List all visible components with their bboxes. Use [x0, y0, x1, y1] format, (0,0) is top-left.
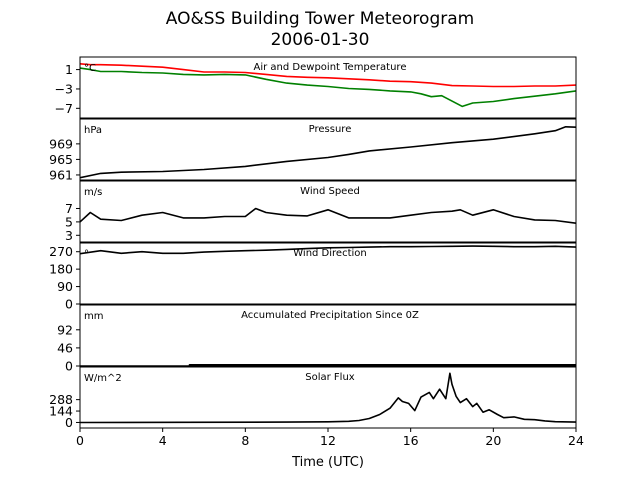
x-tick-label: 16 [403, 433, 419, 448]
series-line-wind_speed-0 [80, 207, 576, 224]
y-tick-label-temperature: −7 [55, 101, 73, 116]
panel-title-temperature: Air and Dewpoint Temperature [254, 62, 407, 73]
panel-title-wind_speed: Wind Speed [300, 186, 360, 197]
x-tick-label: 20 [485, 433, 501, 448]
y-tick-label-pressure: 965 [49, 152, 73, 167]
y-tick-label-pressure: 969 [49, 136, 73, 151]
y-tick-label-solar_flux: 144 [49, 404, 73, 419]
unit-label-precipitation: mm [84, 311, 103, 322]
panel-title-wind_direction: Wind Direction [293, 248, 367, 259]
series-line-temperature-1 [80, 67, 576, 108]
y-tick-label-precipitation: 92 [57, 322, 73, 337]
x-tick-label: 12 [320, 433, 336, 448]
panel-frame-pressure [79, 118, 577, 181]
y-tick-label-precipitation: 46 [57, 340, 73, 355]
y-tick-label-wind_direction: 180 [49, 262, 73, 277]
panel-title-precipitation: Accumulated Precipitation Since 0Z [241, 310, 419, 321]
panel-wind_direction: 270 180 90 0 ° Wind Direction [49, 242, 577, 312]
panel-temperature: 1 −3 −7 °C Air and Dewpoint Temperature [55, 56, 577, 119]
unit-label-pressure: hPa [84, 125, 102, 136]
series-line-solar_flux-0 [80, 372, 576, 424]
y-tick-label-solar_flux: 0 [65, 415, 73, 430]
series-line-temperature-0 [80, 63, 576, 88]
y-tick-label-wind_speed: 7 [65, 201, 73, 216]
panel-frame-wind_direction [79, 242, 577, 305]
series-line-pressure-0 [80, 126, 576, 179]
x-tick-label: 8 [241, 433, 249, 448]
y-tick-label-solar_flux: 288 [49, 392, 73, 407]
panel-frame-precipitation [79, 304, 577, 367]
y-tick-label-precipitation: 0 [65, 359, 73, 374]
y-tick-label-temperature: −3 [55, 81, 73, 96]
panel-wind_speed: 753 m/s Wind Speed [65, 180, 577, 243]
y-tick-label-wind_direction: 270 [49, 244, 73, 259]
panel-frame-wind_speed [79, 180, 577, 243]
unit-label-temperature: °C [84, 63, 96, 74]
panel-title-solar_flux: Solar Flux [305, 372, 355, 383]
series-line-precipitation-0 [80, 364, 576, 366]
x-axis-label: Time (UTC) [291, 455, 364, 470]
y-tick-label-wind_direction: 0 [65, 297, 73, 312]
unit-label-wind_direction: ° [84, 249, 89, 260]
panel-precipitation: 92 46 0 mm Accumulated Precipitation Since 0… [57, 304, 577, 374]
y-tick-label-wind_speed: 3 [65, 228, 73, 243]
x-axis: 0 4 8 12 16 20 24 [76, 428, 584, 448]
y-tick-label-wind_speed: 5 [65, 214, 73, 229]
unit-label-wind_speed: m/s [84, 187, 102, 198]
x-tick-label: 4 [159, 433, 167, 448]
unit-label-solar_flux: W/m^2 [84, 373, 122, 384]
x-tick-label: 0 [76, 433, 84, 448]
chart-panels: 1−3−7°C Air and Dewpoint Temperature96996… [49, 56, 577, 430]
y-tick-label-wind_direction: 90 [57, 279, 73, 294]
x-tick-label: 24 [568, 433, 584, 448]
chart-subtitle: 2006-01-30 [271, 30, 370, 50]
panel-title-pressure: Pressure [309, 124, 352, 135]
y-tick-label-pressure: 961 [49, 167, 73, 182]
panel-frame-temperature [79, 56, 577, 119]
y-tick-label-temperature: 1 [65, 62, 73, 77]
chart-title: AO&SS Building Tower Meteorogram [166, 9, 474, 29]
series-line-wind_direction-0 [80, 245, 576, 255]
